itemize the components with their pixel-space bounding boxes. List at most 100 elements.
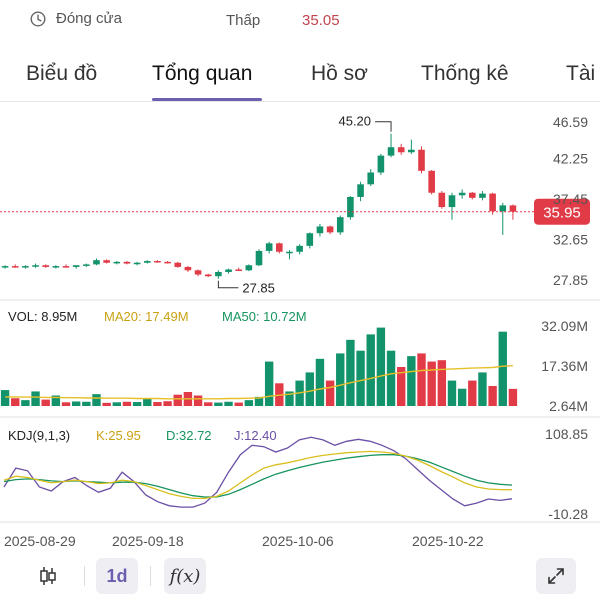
volume-axis-label: 17.36M xyxy=(541,358,588,374)
tab-overview[interactable]: Tổng quan xyxy=(152,62,253,85)
volume-bar xyxy=(163,401,172,406)
candle-body xyxy=(489,193,496,212)
volume-axis-label: 32.09M xyxy=(541,318,588,334)
price-overlay: 45.20 27.85 35.95 xyxy=(0,114,590,296)
volume-layer: VOL: 8.95M MA20: 17.49M MA50: 10.72M xyxy=(0,309,518,406)
candle-body xyxy=(448,195,456,208)
volume-bar xyxy=(315,358,325,406)
candle-body xyxy=(499,205,507,212)
kdj-axis-label: 108.85 xyxy=(545,426,588,442)
candlestick-icon xyxy=(40,567,56,585)
candle-body xyxy=(194,270,202,275)
candle-body xyxy=(174,262,182,267)
volume-bar xyxy=(437,360,447,406)
kdj-axis-label: -10.28 xyxy=(548,506,588,522)
volume-bar xyxy=(82,401,91,406)
date-axis-label: 2025-10-22 xyxy=(412,533,484,549)
candle-body xyxy=(72,265,80,267)
candle-body xyxy=(62,266,70,268)
candle-body xyxy=(133,262,141,265)
timeframe-button[interactable]: 1d xyxy=(96,558,138,594)
candle-body xyxy=(387,147,395,156)
candle-body xyxy=(143,261,151,263)
volume-bar xyxy=(325,380,335,406)
candle-body xyxy=(397,147,405,153)
quote-header: Đóng cửa Thấp 35.05 xyxy=(0,0,600,44)
candle-body xyxy=(93,260,100,265)
candle-body xyxy=(164,261,171,264)
candle-body xyxy=(286,251,293,254)
candle-body xyxy=(154,261,161,263)
tab-statistics[interactable]: Thống kê xyxy=(421,62,509,85)
high-price-annotation: 45.20 xyxy=(338,114,371,129)
candle-body xyxy=(357,184,364,197)
price-axis-label: 42.25 xyxy=(553,151,588,167)
volume-bar xyxy=(427,361,436,406)
low-price-leader xyxy=(217,280,239,289)
candle-body xyxy=(184,266,192,271)
candle-body xyxy=(1,266,9,268)
candle-body xyxy=(418,149,425,171)
volume-bar xyxy=(498,331,507,406)
candle-body xyxy=(32,265,39,267)
candle-body xyxy=(438,192,446,208)
tab-finance[interactable]: Tài xyxy=(566,62,596,85)
candle-body xyxy=(296,245,303,252)
volume-bar xyxy=(417,353,426,406)
volume-bar xyxy=(478,372,487,406)
tab-profile[interactable]: Hồ sơ xyxy=(311,62,368,85)
candle-body xyxy=(22,266,29,268)
candle-body xyxy=(265,243,273,251)
low-price-annotation: 27.85 xyxy=(242,281,275,296)
volume-axis-label: 2.64M xyxy=(549,398,588,414)
fullscreen-button[interactable] xyxy=(536,558,576,594)
kdj-k-line xyxy=(3,450,513,500)
volume-bar xyxy=(447,380,457,406)
volume-bar xyxy=(204,402,213,406)
volume-bar xyxy=(264,361,274,406)
chart-type-button[interactable] xyxy=(30,558,66,594)
volume-bar xyxy=(244,400,254,406)
volume-bar xyxy=(396,366,406,406)
volume-bar xyxy=(407,356,416,406)
volume-bar xyxy=(214,402,223,406)
volume-bar xyxy=(21,400,30,406)
candle-body xyxy=(245,265,253,271)
candle-body xyxy=(83,264,90,266)
market-status-label: Đóng cửa xyxy=(56,10,122,27)
volume-bar xyxy=(61,402,71,406)
volume-bar xyxy=(376,327,386,406)
tab-chart[interactable]: Biểu đồ xyxy=(26,62,98,85)
candle-body xyxy=(468,192,476,198)
candle-body xyxy=(408,149,415,153)
candle-body xyxy=(103,260,110,263)
kdj-j-line xyxy=(3,436,513,508)
candle-body xyxy=(113,261,121,264)
current-price-tag xyxy=(534,198,590,225)
chart-gridlines xyxy=(0,299,600,523)
candle-body xyxy=(367,172,375,185)
kdj-layer: KDJ(9,1,3) K:25.95 D:32.72 J:12.40 xyxy=(3,428,513,508)
candle-body xyxy=(255,250,263,266)
clock-icon xyxy=(30,10,46,27)
kdj-label: KDJ(9,1,3) xyxy=(8,428,70,443)
candle-body xyxy=(123,261,131,264)
volume-bar xyxy=(224,401,233,406)
stock-chart[interactable]: 45.20 27.85 35.95 VOL: 8.95M MA20: 17.49M MA… xyxy=(0,104,600,554)
volume-bar xyxy=(234,402,243,406)
volume-bar xyxy=(285,391,294,406)
volume-bar xyxy=(122,401,132,406)
price-axis-label: 37.45 xyxy=(553,191,588,207)
candle-body xyxy=(458,192,466,196)
volume-bar xyxy=(336,353,345,406)
high-price-leader xyxy=(375,121,392,132)
active-tab-indicator xyxy=(152,98,262,101)
current-price-label: 35.95 xyxy=(543,205,581,222)
tab-bar: Biểu đồ Tổng quan Hồ sơ Thống kê Tài xyxy=(0,52,600,102)
volume-bar xyxy=(112,402,122,406)
candle-body xyxy=(509,205,517,212)
indicator-button[interactable]: f(x) xyxy=(164,558,206,594)
volume-bar xyxy=(102,402,111,406)
candle-body xyxy=(336,217,344,233)
volume-bar xyxy=(457,388,467,406)
